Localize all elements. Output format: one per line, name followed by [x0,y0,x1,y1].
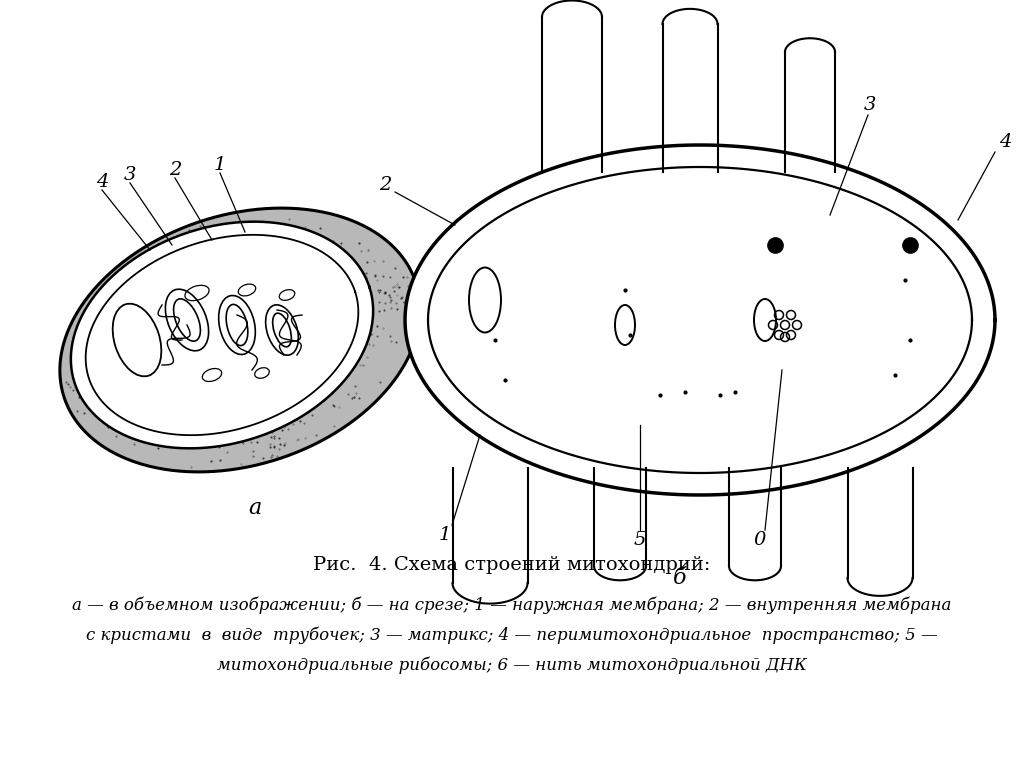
Text: 2: 2 [379,176,391,194]
Text: 4: 4 [998,133,1011,151]
Text: 4: 4 [96,173,109,191]
Text: 1: 1 [439,526,452,544]
Text: 3: 3 [124,166,136,184]
Text: с кристами  в  виде  трубочек; 3 — матрикс; 4 — перимитохондриальное  пространст: с кристами в виде трубочек; 3 — матрикс;… [86,626,938,644]
Polygon shape [71,222,373,449]
Text: 2: 2 [169,161,181,179]
Text: 0: 0 [754,531,766,549]
Text: б: б [673,567,687,589]
Text: а — в объемном изображении; б — на срезе; 1 — наружная мембрана; 2 — внутренняя : а — в объемном изображении; б — на срезе… [73,596,951,614]
Text: Рис.  4. Схема строений митохондрий:: Рис. 4. Схема строений митохондрий: [313,556,711,574]
Text: а: а [249,497,261,519]
Text: митохондриальные рибосомы; 6 — нить митохондриальной ДНК: митохондриальные рибосомы; 6 — нить мито… [217,656,807,674]
Polygon shape [59,208,420,472]
Polygon shape [406,145,995,495]
Text: 1: 1 [214,156,226,174]
Text: 5: 5 [634,531,646,549]
Text: 3: 3 [864,96,877,114]
